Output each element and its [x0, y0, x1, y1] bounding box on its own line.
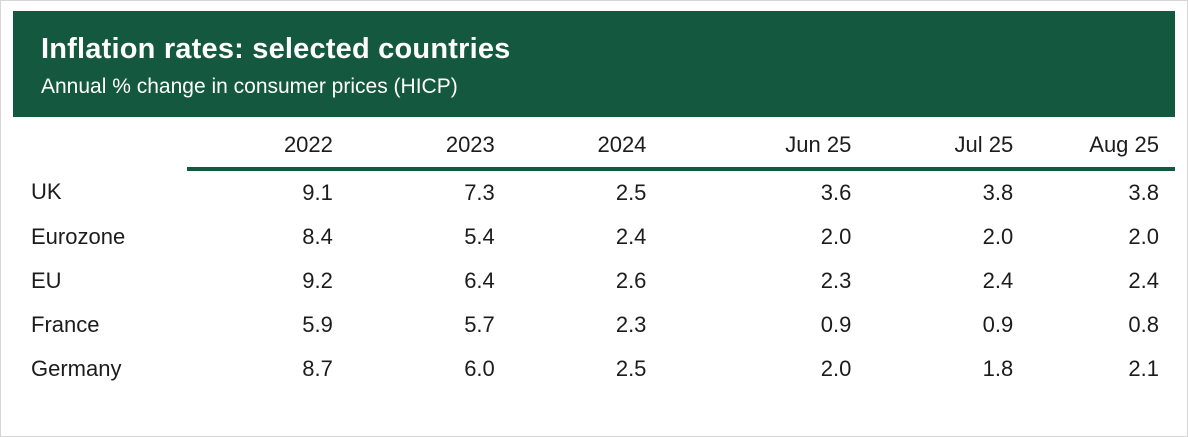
cell-value: 9.1 [302, 180, 333, 205]
column-header-jun25: Jun 25 [654, 123, 860, 171]
cell-value: 8.4 [302, 224, 333, 249]
row-label: Germany [31, 356, 122, 381]
cell-value: 2.4 [1128, 268, 1159, 293]
cell-value: 3.8 [1128, 180, 1159, 205]
cell-value: 2.0 [820, 356, 852, 381]
cell-value: 8.7 [302, 356, 333, 381]
cell-value: 2.3 [615, 312, 647, 337]
cell-value: 3.6 [820, 180, 852, 205]
table-row: Germany 8.7 6.0 2.5 2.0 1.8 2.1 [13, 347, 1175, 391]
cell-value: 6.4 [464, 268, 495, 293]
page-subtitle: Annual % change in consumer prices (HICP… [41, 75, 458, 98]
cell-value: 9.2 [302, 268, 333, 293]
page-title: Inflation rates: selected countries [41, 33, 511, 65]
cell-value: 2.4 [982, 268, 1014, 293]
row-label: Eurozone [31, 224, 126, 249]
table-row: EU 9.2 6.4 2.6 2.3 2.4 2.4 [13, 259, 1175, 303]
cell-value: 1.8 [982, 356, 1014, 381]
cell-value: 2.0 [982, 224, 1014, 249]
column-header-aug25: Aug 25 [1021, 123, 1175, 171]
row-label: EU [31, 268, 62, 293]
column-header-blank [13, 123, 187, 169]
cell-value: 2.6 [615, 268, 647, 293]
row-label: France [31, 312, 100, 337]
header-banner: Inflation rates: selected countries Annu… [13, 11, 1175, 117]
cell-value: 2.5 [615, 356, 647, 381]
inflation-table: 2022 2023 2024 Jun 25 Jul 25 Aug 25 UK 9… [13, 123, 1175, 391]
cell-value: 7.3 [464, 180, 495, 205]
column-header-2022: 2022 [187, 123, 341, 171]
cell-value: 2.1 [1128, 356, 1159, 381]
table-row: UK 9.1 7.3 2.5 3.6 3.8 3.8 [13, 169, 1175, 215]
cell-value: 2.5 [615, 180, 647, 205]
cell-value: 5.9 [302, 312, 333, 337]
cell-value: 5.7 [464, 312, 495, 337]
column-header-jul25: Jul 25 [859, 123, 1022, 171]
cell-value: 5.4 [464, 224, 495, 249]
header-row: 2022 2023 2024 Jun 25 Jul 25 Aug 25 [13, 123, 1175, 171]
table-row: France 5.9 5.7 2.3 0.9 0.9 0.8 [13, 303, 1175, 347]
cell-value: 6.0 [464, 356, 495, 381]
cell-value: 2.0 [1128, 224, 1159, 249]
cell-value: 2.4 [615, 224, 647, 249]
cell-value: 3.8 [982, 180, 1014, 205]
cell-value: 2.0 [820, 224, 852, 249]
row-label: UK [31, 179, 62, 204]
cell-value: 0.9 [982, 312, 1014, 337]
cell-value: 0.8 [1128, 312, 1159, 337]
column-header-2024: 2024 [502, 123, 655, 171]
table-row: Eurozone 8.4 5.4 2.4 2.0 2.0 2.0 [13, 215, 1175, 259]
cell-value: 0.9 [820, 312, 852, 337]
cell-value: 2.3 [820, 268, 852, 293]
column-header-2023: 2023 [340, 123, 503, 171]
